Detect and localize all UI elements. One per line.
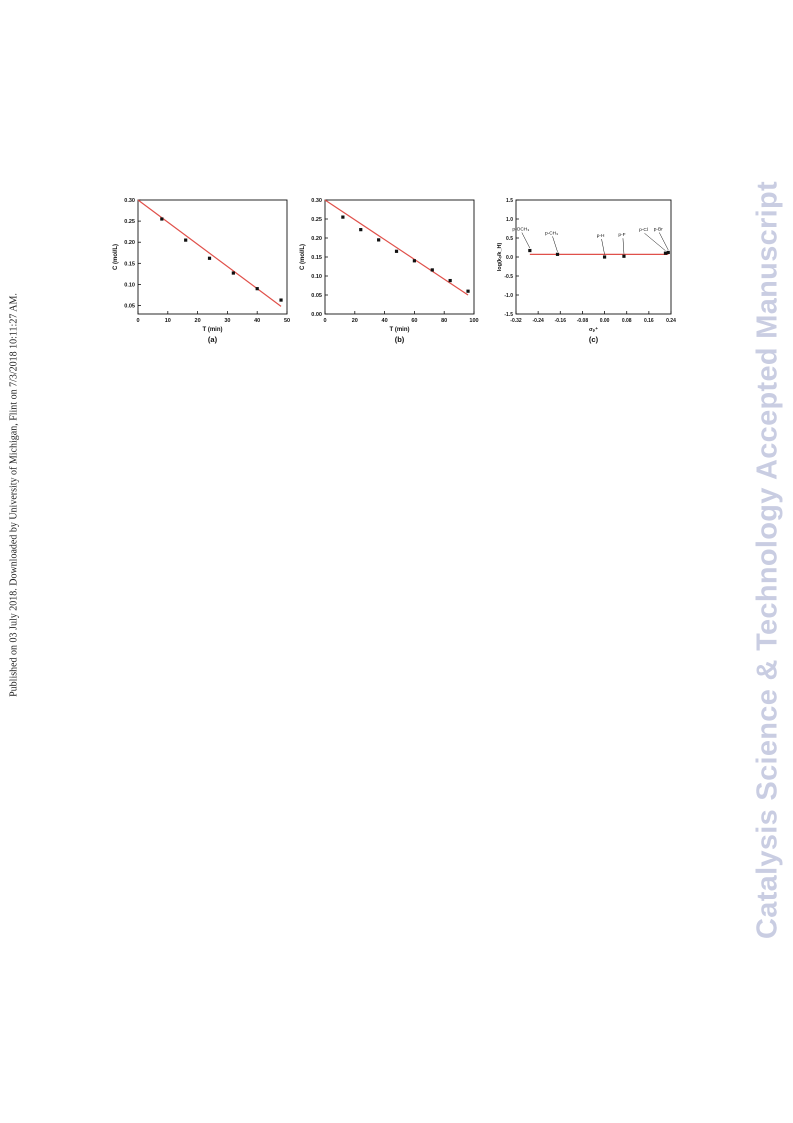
- fit-line: [324, 199, 469, 296]
- publication-note-text: Published on 03 July 2018. Downloaded by…: [8, 293, 20, 697]
- panel-label: (c): [589, 335, 599, 344]
- y-tick-label: 0.20: [311, 236, 322, 242]
- data-point: [394, 249, 399, 253]
- plot-frame: [137, 199, 288, 315]
- watermark-text: Catalysis Science & Technology Accepted …: [751, 181, 784, 939]
- y-tick-label: 0.5: [506, 236, 513, 242]
- x-tick-label: 80: [441, 318, 447, 324]
- point-annotation-label: p-Br: [654, 226, 663, 232]
- data-point: [663, 251, 668, 255]
- plot-frame: [324, 199, 475, 315]
- x-tick-label: -0.32: [510, 318, 522, 324]
- data-point: [430, 268, 434, 272]
- y-axis-label: C (mol/L): [300, 244, 306, 270]
- point-annotation-arrow: [601, 238, 605, 255]
- x-tick-label: 100: [469, 318, 478, 324]
- point-annotation-label: p-OCH₃: [512, 227, 529, 233]
- data-point: [184, 238, 188, 242]
- y-tick-label: 0.15: [124, 261, 135, 267]
- data-point: [231, 271, 235, 275]
- y-tick-label: -1.5: [504, 312, 513, 318]
- chart-b-concentration-vs-time: 0 20 40 60 80 100 0.00 0.05 0.10 0.15 0.20 0.25 0.30…: [300, 198, 479, 344]
- y-tick-label: 0.15: [311, 255, 322, 261]
- data-point: [255, 287, 259, 291]
- chart-a-concentration-vs-time: 0 10 20 30 40 50 0.05 0.10 0.15 0.20 0.25 0.30 T (mi…: [113, 198, 290, 344]
- point-annotation-label: p-H: [597, 233, 605, 239]
- x-tick-label: 50: [284, 318, 290, 324]
- fit-line: [137, 199, 282, 307]
- x-tick-label: 10: [165, 318, 171, 324]
- y-tick-label: 0.25: [311, 217, 322, 223]
- data-point: [466, 289, 470, 293]
- x-tick-label: 0: [136, 318, 139, 324]
- x-tick-label: 40: [254, 318, 260, 324]
- data-point: [160, 217, 164, 221]
- y-tick-label: 1.5: [506, 198, 513, 204]
- data-point: [622, 254, 626, 258]
- x-tick-label: 40: [382, 318, 388, 324]
- data-point: [528, 248, 532, 253]
- data-point: [555, 252, 560, 256]
- y-tick-label: 0.0: [506, 255, 513, 261]
- data-point: [359, 228, 363, 232]
- data-point: [666, 250, 670, 255]
- y-tick-label: 0.25: [124, 219, 135, 225]
- x-axis-label: T (min): [203, 327, 223, 333]
- y-tick-label: 0.05: [311, 293, 322, 299]
- y-tick-label: 0.30: [124, 198, 135, 204]
- y-axis-label: C (mol/L): [113, 244, 119, 270]
- x-tick-label: 0.08: [622, 318, 632, 324]
- data-point: [602, 255, 607, 259]
- point-annotation-label: p-CH₃: [545, 230, 558, 236]
- x-tick-label: -0.08: [577, 318, 589, 324]
- y-tick-label: -1.0: [504, 293, 513, 299]
- y-tick-label: 0.10: [311, 274, 322, 280]
- y-tick-label: 0.05: [124, 304, 135, 310]
- x-tick-label: 0.16: [644, 318, 654, 324]
- y-tick-label: -0.5: [504, 274, 513, 280]
- x-tick-label: 0.00: [600, 318, 610, 324]
- x-tick-label: -0.24: [532, 318, 544, 324]
- y-tick-label: 0.00: [311, 312, 322, 318]
- y-tick-label: 0.30: [311, 198, 322, 204]
- point-annotation-arrow: [622, 238, 625, 254]
- publication-note: Published on 03 July 2018. Downloaded by…: [0, 0, 22, 1123]
- data-point: [412, 259, 416, 263]
- y-axis-label: log(kₓ/k_H): [497, 243, 503, 272]
- x-tick-label: 30: [224, 318, 230, 324]
- point-annotation-arrow: [521, 232, 531, 249]
- x-tick-label: 0.24: [666, 318, 676, 324]
- point-annotation-arrow: [644, 233, 666, 251]
- y-tick-label: 1.0: [506, 217, 513, 223]
- data-point: [341, 215, 345, 219]
- point-annotation-arrow: [552, 236, 558, 252]
- x-tick-label: 20: [352, 318, 358, 324]
- x-tick-label: 20: [195, 318, 201, 324]
- x-tick-label: 0: [323, 318, 326, 324]
- chart-c-hammett-plot: -0.32 -0.24 -0.16 -0.08 0.00 0.08 0.16 0.24 -1.5…: [497, 198, 676, 344]
- data-point: [207, 256, 212, 260]
- data-point: [279, 298, 283, 302]
- x-axis-label: T (min): [390, 327, 410, 333]
- x-tick-label: -0.16: [555, 318, 567, 324]
- point-annotation-label: p-Cl: [639, 227, 648, 233]
- point-annotation-label: p-F: [618, 232, 625, 238]
- data-point: [448, 278, 452, 283]
- point-annotation-arrow: [659, 232, 669, 251]
- plot-frame: [515, 199, 672, 315]
- panel-label: (b): [395, 335, 405, 344]
- accepted-manuscript-watermark: Catalysis Science & Technology Accepted …: [743, 0, 793, 1123]
- x-axis-label: σₚ⁺: [589, 326, 598, 333]
- x-tick-label: 60: [411, 318, 417, 324]
- data-point: [377, 238, 381, 242]
- y-tick-label: 0.20: [124, 240, 135, 246]
- panel-label: (a): [208, 335, 218, 344]
- y-tick-label: 0.10: [124, 282, 135, 288]
